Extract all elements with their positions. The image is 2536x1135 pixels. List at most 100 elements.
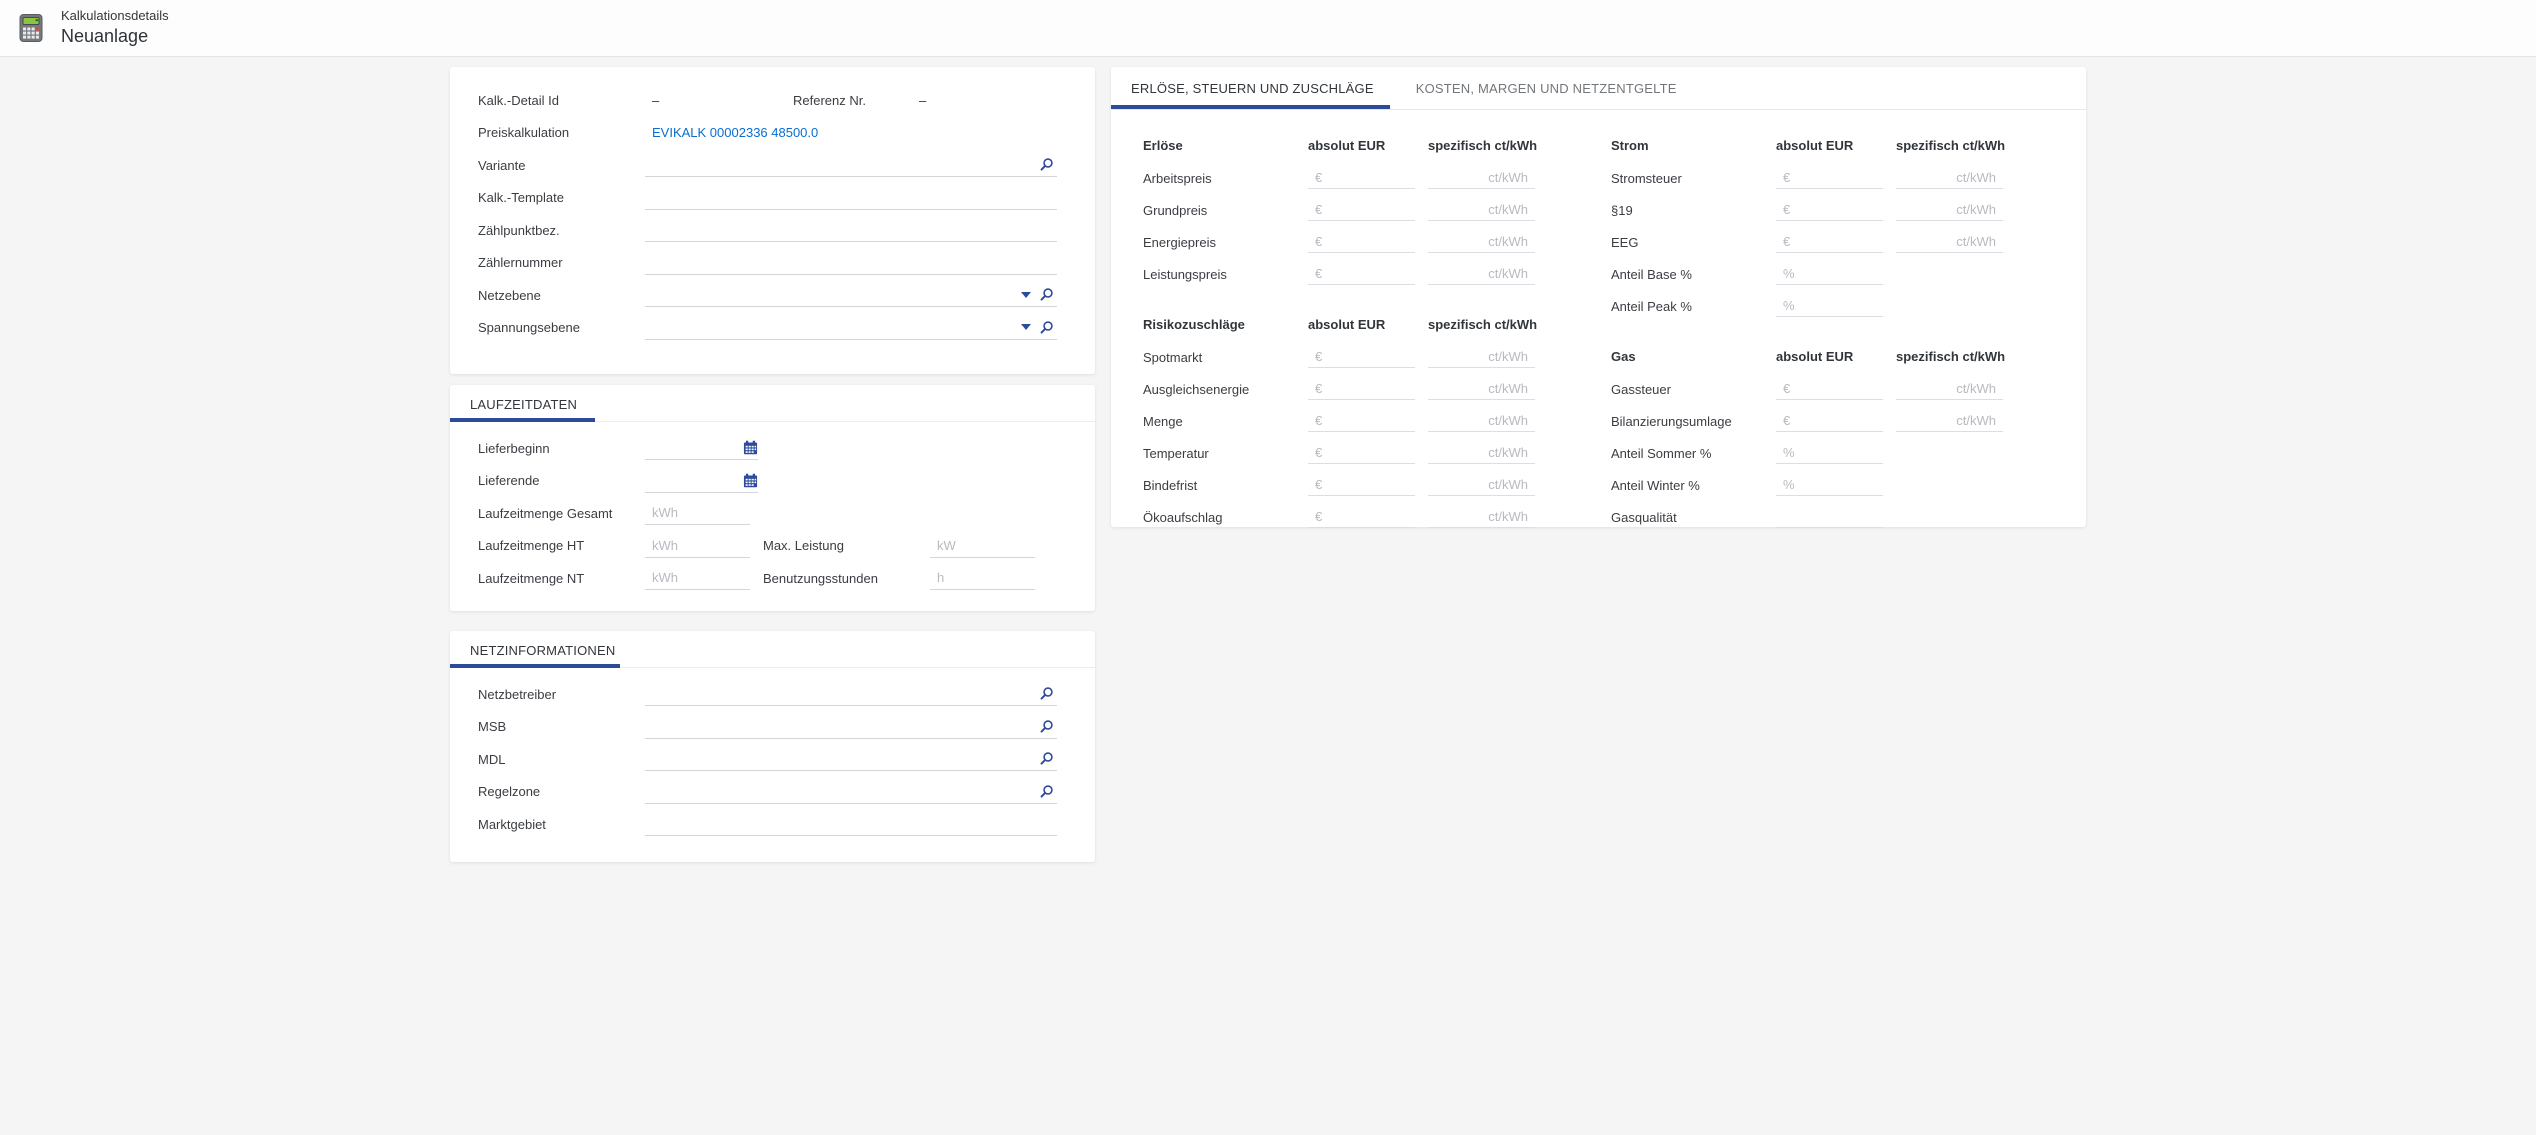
search-icon[interactable]: [1039, 320, 1054, 335]
ausgleichsenergie-absolut-input[interactable]: [1308, 381, 1415, 396]
leistungspreis-spezifisch-input[interactable]: [1428, 266, 1535, 281]
bindefrist-absolut-input[interactable]: [1308, 477, 1415, 492]
lieferende-input[interactable]: [645, 472, 743, 488]
gas-group-title: Gas: [1611, 349, 1636, 364]
oekoaufschlag-absolut-input[interactable]: [1308, 509, 1415, 524]
netzbetreiber-input[interactable]: [648, 686, 1031, 702]
kalk-template-input[interactable]: [648, 189, 1054, 205]
anteil-winter-absolut-input[interactable]: [1776, 477, 1883, 492]
19-spezifisch-input[interactable]: [1896, 202, 2003, 217]
search-icon[interactable]: [1039, 686, 1054, 701]
search-icon[interactable]: [1039, 157, 1054, 172]
tab-kosten-margen-und-netzentgelte[interactable]: KOSTEN, MARGEN UND NETZENTGELTE: [1415, 80, 1677, 96]
netzbetreiber-field: [645, 682, 1057, 707]
bilanzierungsumlage-absolut-field: [1776, 410, 1883, 432]
mdl-input[interactable]: [648, 751, 1031, 767]
ausgleichsenergie-spezifisch-field: [1428, 378, 1535, 400]
search-icon[interactable]: [1039, 719, 1054, 734]
stromsteuer-spezifisch-input[interactable]: [1896, 170, 2003, 185]
grundpreis-spezifisch-input[interactable]: [1428, 202, 1535, 217]
bilanzierungsumlage-spezifisch-input[interactable]: [1896, 413, 2003, 428]
benutzungsstunden-input[interactable]: [930, 570, 1035, 586]
anteil-peak-row: Anteil Peak %: [1611, 290, 2003, 322]
app-header: Kalkulationsdetails Neuanlage: [0, 0, 2536, 57]
energiepreis-absolut-input[interactable]: [1308, 234, 1415, 249]
max-leistung-label: Max. Leistung: [763, 538, 844, 554]
chevron-down-icon[interactable]: [1021, 291, 1031, 298]
details-card: Kalk.-Detail Id – Referenz Nr. – Preiska…: [450, 67, 1095, 374]
zaehlernummer-field: [645, 251, 1057, 275]
netzbetreiber-label: Netzbetreiber: [478, 686, 557, 702]
gassteuer-spezifisch-input[interactable]: [1896, 381, 2003, 396]
menge-spezifisch-input[interactable]: [1428, 413, 1535, 428]
laufzeitmenge-ht-input[interactable]: [645, 537, 750, 553]
spotmarkt-spezifisch-input[interactable]: [1428, 349, 1535, 364]
eeg-spezifisch-input[interactable]: [1896, 234, 2003, 249]
laufzeitmenge-nt-input[interactable]: [645, 570, 750, 586]
spezifisch-ctkwh-column-header: spezifisch ct/kWh: [1428, 317, 1538, 332]
laufzeitmenge-gesamt-input[interactable]: [645, 505, 750, 521]
eeg-absolut-input[interactable]: [1776, 234, 1883, 249]
grundpreis-absolut-input[interactable]: [1308, 202, 1415, 217]
field-row: MDL: [478, 743, 1057, 776]
anteil-sommer-absolut-input[interactable]: [1776, 445, 1883, 460]
calendar-icon[interactable]: [743, 473, 758, 488]
laufzeitmenge-nt-label: Laufzeitmenge NT: [478, 570, 585, 586]
zaehlernummer-input[interactable]: [648, 254, 1054, 270]
calendar-icon[interactable]: [743, 440, 758, 455]
regelzone-label: Regelzone: [478, 784, 541, 800]
laufzeitdaten-title: LAUFZEITDATEN: [450, 385, 596, 422]
variante-input[interactable]: [648, 157, 1031, 173]
netzebene-input[interactable]: [648, 287, 1013, 303]
leistungspreis-absolut-input[interactable]: [1308, 266, 1415, 281]
ausgleichsenergie-spezifisch-input[interactable]: [1428, 381, 1535, 396]
panel-column-right: Strom absolut EUR spezifisch ct/kWh Stromst…: [1611, 129, 2005, 551]
chevron-down-icon[interactable]: [1021, 324, 1031, 331]
field-row: Laufzeitmenge NT Benutzungsstunden: [478, 562, 1057, 595]
search-icon[interactable]: [1039, 784, 1054, 799]
grundpreis-absolut-field: [1308, 199, 1415, 221]
arbeitspreis-absolut-input[interactable]: [1308, 170, 1415, 185]
marktgebiet-field: [645, 812, 1057, 837]
ausgleichsenergie-label: Ausgleichsenergie: [1143, 381, 1250, 397]
temperatur-absolut-input[interactable]: [1308, 445, 1415, 460]
regelzone-input[interactable]: [648, 783, 1031, 799]
anteil-peak-absolut-field: [1776, 295, 1883, 317]
menge-absolut-input[interactable]: [1308, 413, 1415, 428]
oekoaufschlag-spezifisch-input[interactable]: [1428, 509, 1535, 524]
search-icon[interactable]: [1039, 287, 1054, 302]
bilanzierungsumlage-absolut-input[interactable]: [1776, 413, 1883, 428]
temperatur-spezifisch-input[interactable]: [1428, 445, 1535, 460]
arbeitspreis-spezifisch-input[interactable]: [1428, 170, 1535, 185]
laufzeitmenge-gesamt-field: [645, 501, 750, 526]
gassteuer-absolut-field: [1776, 378, 1883, 400]
msb-input[interactable]: [648, 718, 1031, 734]
gassteuer-absolut-input[interactable]: [1776, 381, 1883, 396]
kalk-detail-id-value: –: [652, 92, 660, 108]
gasqualitaet-absolut-field: [1776, 506, 1883, 528]
marktgebiet-input[interactable]: [648, 816, 1054, 832]
tab-erloese-steuern-und-zuschlaege[interactable]: ERLÖSE, STEUERN UND ZUSCHLÄGE: [1111, 67, 1390, 109]
stromsteuer-absolut-input[interactable]: [1776, 170, 1883, 185]
stromsteuer-label: Stromsteuer: [1611, 170, 1682, 186]
anteil-peak-absolut-input[interactable]: [1776, 298, 1883, 313]
energiepreis-spezifisch-input[interactable]: [1428, 234, 1535, 249]
oekoaufschlag-absolut-field: [1308, 506, 1415, 528]
panel-tabstrip: ERLÖSE, STEUERN UND ZUSCHLÄGE KOSTEN, MA…: [1111, 67, 2086, 110]
zaehlpunktbez-input[interactable]: [648, 222, 1054, 238]
anteil-base-absolut-input[interactable]: [1776, 266, 1883, 281]
menge-row: Menge: [1143, 405, 1535, 437]
spannungsebene-input[interactable]: [648, 319, 1013, 335]
leistungspreis-absolut-field: [1308, 263, 1415, 285]
search-icon[interactable]: [1039, 751, 1054, 766]
19-absolut-input[interactable]: [1776, 202, 1883, 217]
lieferbeginn-input[interactable]: [645, 440, 743, 456]
netzinformationen-title: NETZINFORMATIONEN: [450, 631, 621, 668]
gasqualitaet-absolut-input[interactable]: [1776, 509, 1883, 524]
preiskalkulation-link[interactable]: EVIKALK 00002336 48500.0: [652, 125, 819, 141]
max-leistung-input[interactable]: [930, 537, 1035, 553]
field-row: Kalk.-Template: [478, 182, 1057, 215]
spotmarkt-absolut-input[interactable]: [1308, 349, 1415, 364]
bindefrist-spezifisch-input[interactable]: [1428, 477, 1535, 492]
laufzeitmenge-gesamt-label: Laufzeitmenge Gesamt: [478, 505, 613, 521]
